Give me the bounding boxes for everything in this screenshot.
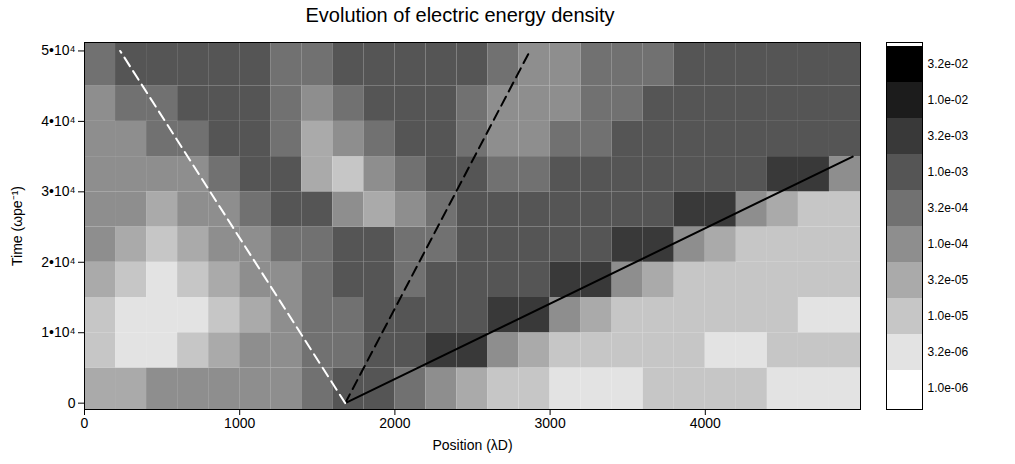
svg-text:0: 0 xyxy=(68,395,76,411)
html-text:Evolution of electric energy d: Evolution of electric energy density xyxy=(305,4,615,26)
svg-text:1.0e-04: 1.0e-04 xyxy=(928,237,969,251)
svg-text:3.2e-04: 3.2e-04 xyxy=(928,201,969,215)
svg-text:2000: 2000 xyxy=(379,415,410,431)
svg-text:3•10⁴: 3•10⁴ xyxy=(41,183,75,199)
svg-text:1000: 1000 xyxy=(224,415,255,431)
svg-text:Position (λD): Position (λD) xyxy=(432,437,512,453)
svg-text:1.0e-06: 1.0e-06 xyxy=(928,381,969,395)
svg-text:1.0e-05: 1.0e-05 xyxy=(928,309,969,323)
svg-text:4•10⁴: 4•10⁴ xyxy=(41,113,75,129)
svg-text:1•10⁴: 1•10⁴ xyxy=(41,324,75,340)
svg-text:3.2e-03: 3.2e-03 xyxy=(928,129,969,143)
svg-text:1.0e-02: 1.0e-02 xyxy=(928,93,969,107)
svg-text:Time (ωpe⁻¹): Time (ωpe⁻¹) xyxy=(9,186,25,266)
svg-text:2•10⁴: 2•10⁴ xyxy=(41,254,75,270)
svg-text:5•10⁴: 5•10⁴ xyxy=(41,42,75,58)
svg-text:3.2e-05: 3.2e-05 xyxy=(928,273,969,287)
svg-text:3.2e-06: 3.2e-06 xyxy=(928,345,969,359)
svg-text:3000: 3000 xyxy=(535,415,566,431)
svg-text:3.2e-02: 3.2e-02 xyxy=(928,57,969,71)
svg-text:0: 0 xyxy=(81,415,89,431)
svg-text:4000: 4000 xyxy=(690,415,721,431)
svg-text:1.0e-03: 1.0e-03 xyxy=(928,165,969,179)
